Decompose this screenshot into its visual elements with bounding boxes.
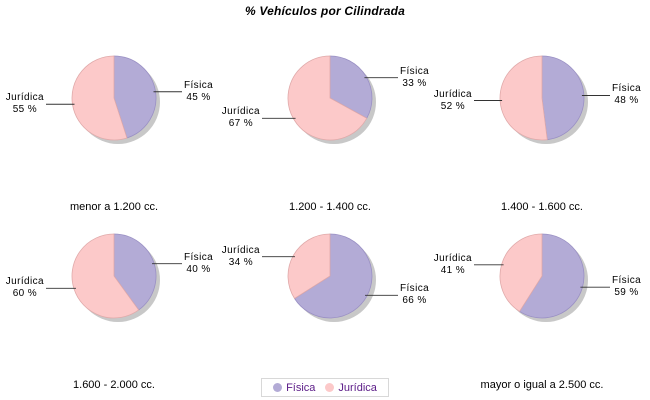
pie-slice-label-value: 41 % (440, 264, 466, 276)
pie-svg (46, 233, 182, 322)
pie-svg (46, 55, 182, 144)
pie-slice-juridica (499, 55, 548, 141)
pie-slice-label-name: Jurídica (433, 252, 472, 264)
pie-slice-label-name: Jurídica (5, 276, 44, 288)
pie-slice-label-juridica: Jurídica 60 % (6, 276, 44, 300)
pie-slice-label-value: 52 % (440, 100, 466, 112)
pie-slice-label-value: 55 % (12, 104, 38, 116)
pie-slice-label-juridica: Jurídica 41 % (434, 253, 472, 277)
pie-slice-label-name: Jurídica (433, 88, 472, 100)
pie-caption: 1.200 - 1.400 cc. (289, 201, 371, 213)
pie-caption: mayor o igual a 2.500 cc. (480, 379, 604, 391)
pie-chart-panel: Física 40 % Jurídica 60 % 1.600 - 2.000 cc. (6, 208, 222, 393)
pie-slice-juridica (287, 55, 368, 141)
pie-slice-label-fisica: Física 66 % (400, 283, 429, 307)
pie-slice-fisica (518, 233, 585, 319)
pie-slice-label-fisica: Física 33 % (400, 66, 429, 90)
pie-slice-label-fisica: Física 59 % (612, 275, 641, 299)
pie-slice-label-value: 60 % (12, 288, 38, 300)
pie-chart-panel: Física 48 % Jurídica 52 % 1.400 - 1.600 cc. (434, 30, 650, 215)
circle-swatch-fisica-icon (273, 383, 283, 392)
page-title: % Vehículos por Cilindrada (244, 4, 406, 18)
pie-slice-label-name: Física (184, 251, 214, 263)
pie-slice-fisica (329, 55, 373, 119)
pie-slice-label-value: 59 % (614, 287, 639, 299)
pie-svg (262, 233, 398, 322)
pie-slice-label-juridica: Jurídica 52 % (434, 89, 472, 113)
pie-slice-label-fisica: Física 45 % (184, 80, 213, 104)
pie-caption: 1.600 - 2.000 cc. (73, 379, 155, 391)
pie-slice-label-value: 34 % (228, 256, 254, 268)
pie-slice-label-value: 40 % (186, 263, 211, 275)
pie-chart-panel: Física 59 % Jurídica 41 % mayor o igual a 2.… (434, 208, 650, 393)
pie-svg (474, 55, 610, 144)
pie-chart-panel: Física 33 % Jurídica 67 % 1.200 - 1.400 cc. (222, 30, 438, 215)
pie-slice-fisica (293, 233, 373, 319)
legend-item-label: Física (286, 381, 316, 394)
pie-svg (474, 233, 610, 322)
pie-slice-label-juridica: Jurídica 67 % (222, 106, 260, 130)
pie-slice-label-fisica: Física 48 % (612, 83, 641, 107)
pie-slice-label-name: Física (612, 275, 642, 287)
pie-slice-label-name: Jurídica (5, 92, 44, 104)
pie-slice-label-value: 45 % (186, 91, 211, 103)
pie-caption: menor a 1.200 cc. (69, 201, 159, 213)
legend-item-label: Jurídica (338, 381, 377, 394)
pie-slice-label-name: Jurídica (221, 106, 260, 118)
chart-legend: Física Jurídica (261, 378, 389, 397)
pie-slice-label-name: Física (400, 65, 430, 77)
circle-swatch-juridica-icon (325, 383, 335, 392)
pie-slice-label-name: Física (184, 79, 214, 91)
pie-slice-label-value: 33 % (402, 77, 427, 89)
pie-caption: 1.400 - 1.600 cc. (501, 201, 583, 213)
pie-slice-juridica (499, 233, 543, 313)
pie-slice-label-name: Jurídica (221, 244, 260, 256)
pie-slice-label-name: Física (612, 83, 642, 95)
pie-slice-label-juridica: Jurídica 34 % (222, 245, 260, 269)
pie-slice-juridica (71, 233, 140, 319)
pie-slice-label-name: Física (400, 283, 430, 295)
pie-slice-juridica (287, 233, 331, 300)
pie-slice-fisica (113, 233, 157, 311)
pie-slice-label-juridica: Jurídica 55 % (6, 92, 44, 116)
legend-item[interactable]: Física (273, 382, 315, 394)
legend-item[interactable]: Jurídica (325, 382, 377, 394)
pie-chart-panel: Física 45 % Jurídica 55 % menor a 1.200 cc. (6, 30, 222, 215)
pie-slice-label-value: 48 % (614, 95, 639, 107)
pie-svg (262, 55, 398, 144)
pie-slice-label-fisica: Física 40 % (184, 252, 213, 276)
pie-slice-label-value: 66 % (402, 295, 427, 307)
pie-slice-label-value: 67 % (228, 118, 254, 130)
